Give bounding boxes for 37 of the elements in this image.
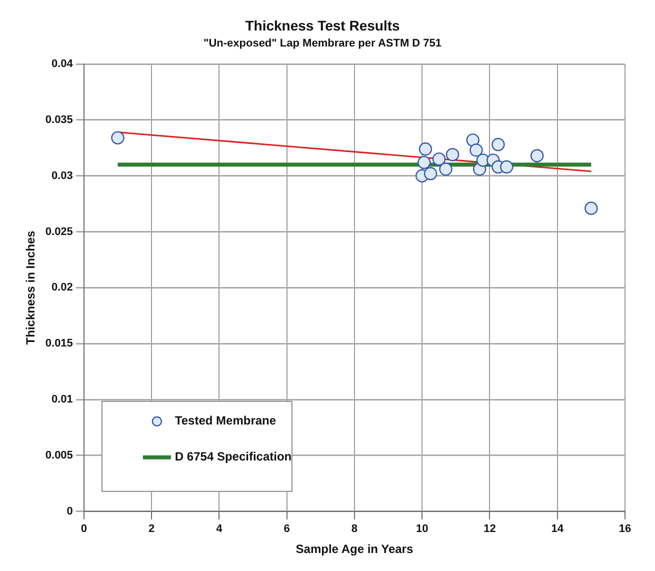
y-tick-label: 0.015 — [45, 338, 73, 350]
point — [432, 152, 446, 166]
point — [530, 149, 544, 162]
point — [418, 142, 432, 156]
x-axis-title: Sample Age in Years — [296, 542, 414, 556]
point — [439, 162, 452, 176]
y-axis-title: Thickness in Inches — [24, 230, 38, 345]
legend-label: Tested Membrane — [174, 414, 276, 428]
legend-label: D 6754 Specification — [174, 450, 292, 464]
x-tick-label: 6 — [284, 523, 290, 536]
point — [446, 148, 460, 162]
x-tick-label: 8 — [351, 523, 358, 536]
point — [470, 144, 483, 157]
point — [466, 133, 480, 147]
point — [500, 160, 514, 174]
x-tick-label: 0 — [80, 523, 87, 536]
x-tick-label: 16 — [618, 523, 632, 536]
y-tick-label: 0.005 — [45, 450, 73, 462]
x-tick-label: 10 — [416, 523, 428, 536]
point — [111, 131, 124, 144]
y-tick-label: 0.04 — [52, 58, 74, 70]
x-tick-label: 4 — [216, 523, 224, 536]
point — [492, 138, 505, 152]
chart-subtitle: "Un-exposed" Lap Membrare per ASTM D 751 — [203, 37, 442, 50]
x-tick-label: 2 — [148, 523, 155, 536]
chart-title: Thickness Test Results — [245, 17, 400, 34]
x-tick-label: 14 — [551, 523, 564, 536]
y-tick-label: 0.03 — [52, 170, 73, 182]
point — [418, 156, 431, 170]
point — [424, 167, 438, 180]
x-tick-label: 12 — [484, 523, 496, 536]
y-tick-label: 0 — [66, 505, 73, 518]
y-tick-label: 0.035 — [45, 114, 73, 126]
y-tick-label: 0.01 — [52, 394, 73, 406]
point — [584, 202, 598, 215]
y-tick-label: 0.025 — [45, 226, 73, 238]
y-tick-label: 0.02 — [52, 282, 73, 294]
